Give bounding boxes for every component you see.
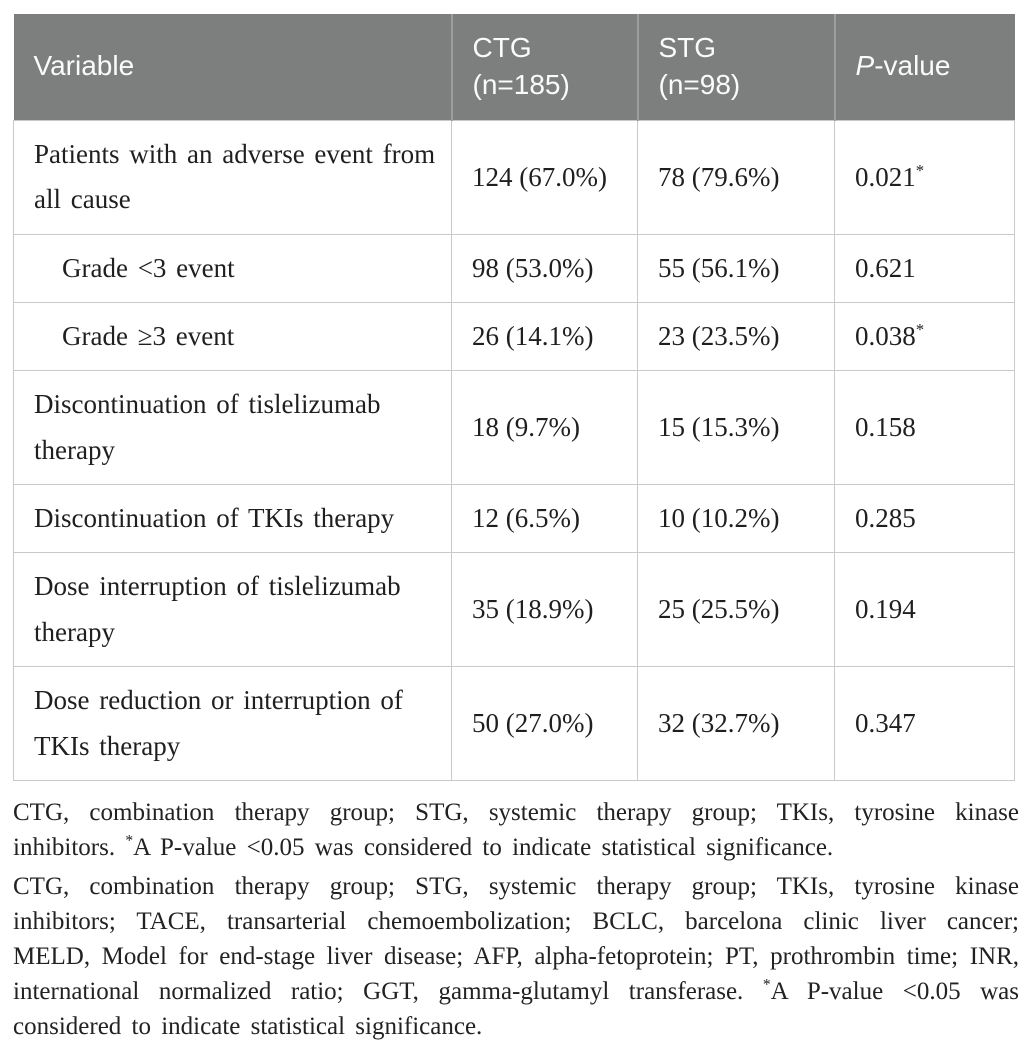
variable-cell: Grade <3 event [13,233,452,303]
pvalue-cell: 0.038* [834,301,1015,372]
stg-value-cell: 55 (56.1%) [637,233,835,303]
header-row: Variable CTG (n=185) STG (n=98) P-value [13,14,1015,121]
footnote-abbreviations-2: CTG, combination therapy group; STG, sys… [13,869,1019,1044]
header-ctg-label: CTG [472,32,532,63]
table-row: Dose interruption of tislelizumab therap… [13,552,1015,668]
ctg-value-cell: 50 (27.0%) [451,666,638,781]
pvalue-cell: 0.021* [834,119,1015,235]
pvalue-cell: 0.347 [834,666,1015,781]
pvalue-cell: 0.621 [834,233,1015,303]
variable-cell: Dose reduction or interruption of TKIs t… [13,666,452,781]
stg-value-cell: 32 (32.7%) [637,666,835,781]
header-stg: STG (n=98) [636,14,835,121]
header-pvalue-italic: P [855,50,875,82]
pvalue-cell: 0.158 [834,370,1015,486]
footnote-2-star: * [762,976,771,994]
table-row: Grade <3 event 98 (53.0%) 55 (56.1%) 0.621 [13,233,1015,303]
adverse-events-table: Variable CTG (n=185) STG (n=98) P-value … [13,14,1015,781]
footnote-1-star: * [125,832,134,850]
table-row: Patients with an adverse event from all … [13,119,1015,235]
header-ctg: CTG (n=185) [450,14,638,121]
table-row: Grade ≥3 event 26 (14.1%) 23 (23.5%) 0.038* [13,301,1015,372]
significance-star: * [915,319,925,339]
ctg-value-cell: 18 (9.7%) [451,370,638,486]
header-stg-label: STG [658,32,717,63]
header-pvalue: P-value [833,14,1015,121]
stg-value-cell: 23 (23.5%) [637,301,835,372]
significance-star: * [915,160,925,180]
variable-cell: Discontinuation of tislelizumab therapy [13,370,452,486]
ctg-value-cell: 124 (67.0%) [451,119,638,235]
header-stg-n: (n=98) [658,68,741,100]
pvalue-cell: 0.285 [834,484,1015,554]
stg-value-cell: 25 (25.5%) [637,552,835,668]
ctg-value-cell: 35 (18.9%) [451,552,638,668]
pvalue-cell: 0.194 [834,552,1015,668]
variable-cell: Patients with an adverse event from all … [13,119,452,235]
ctg-value-cell: 98 (53.0%) [451,233,638,303]
table-row: Discontinuation of TKIs therapy 12 (6.5%)… [13,484,1015,554]
footnote-abbreviations-1: CTG, combination therapy group; STG, sys… [13,795,1019,865]
footnote-1-text: CTG, combination therapy group; STG, sys… [13,798,1019,861]
table-row: Dose reduction or interruption of TKIs t… [13,666,1015,781]
table-header: Variable CTG (n=185) STG (n=98) P-value [13,14,1015,121]
variable-cell: Discontinuation of TKIs therapy [13,484,452,554]
variable-cell: Dose interruption of tislelizumab therap… [13,552,452,668]
header-variable: Variable [13,14,452,121]
header-ctg-n: (n=185) [472,68,570,100]
stg-value-cell: 15 (15.3%) [637,370,835,486]
footnote-2-text: CTG, combination therapy group; STG, sys… [13,872,1019,1005]
ctg-value-cell: 12 (6.5%) [451,484,638,554]
stg-value-cell: 78 (79.6%) [637,119,835,235]
header-pvalue-rest: -value [874,50,951,82]
ctg-value-cell: 26 (14.1%) [451,301,638,372]
header-variable-label: Variable [33,50,135,82]
footnote-1-significance: A P-value <0.05 was considered to indica… [133,833,834,861]
table-body: Patients with an adverse event from all … [13,119,1015,781]
stg-value-cell: 10 (10.2%) [637,484,835,554]
table-row: Discontinuation of tislelizumab therapy 1… [13,370,1015,486]
variable-cell: Grade ≥3 event [13,301,452,372]
